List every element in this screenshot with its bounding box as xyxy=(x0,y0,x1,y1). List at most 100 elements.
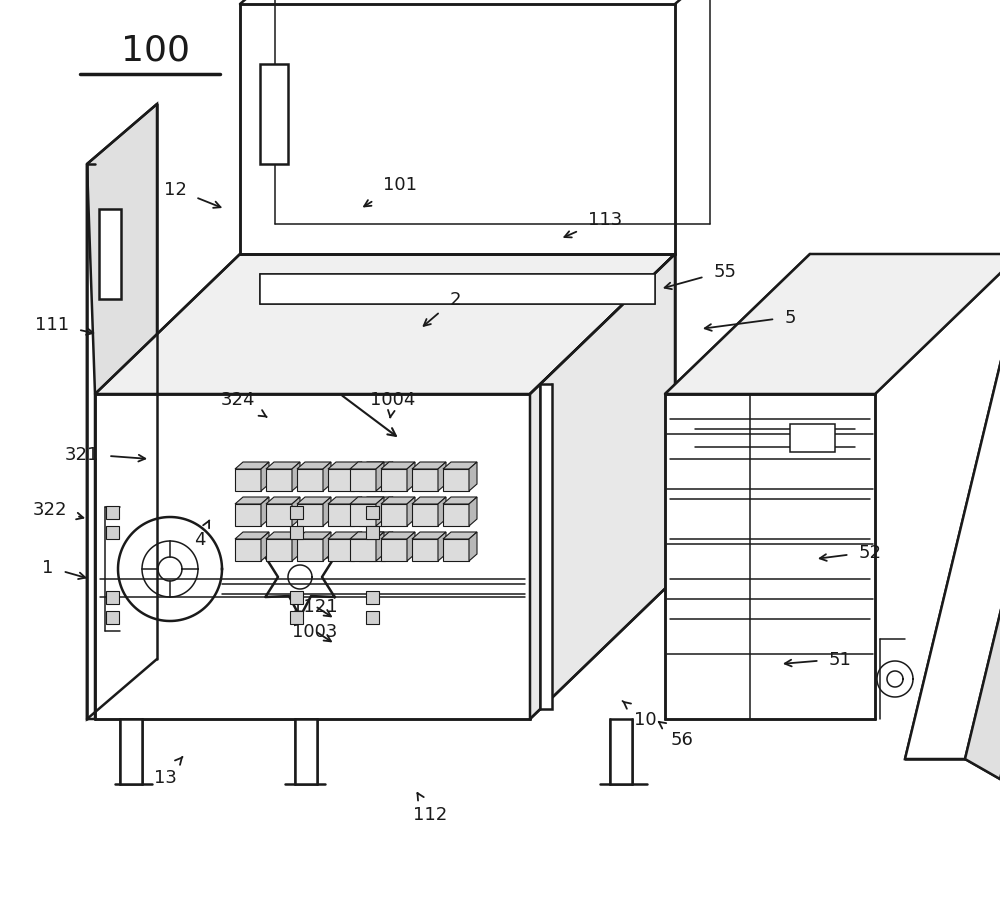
Polygon shape xyxy=(443,469,469,492)
Polygon shape xyxy=(540,384,552,709)
Text: 112: 112 xyxy=(413,793,447,824)
Polygon shape xyxy=(266,532,300,539)
Polygon shape xyxy=(412,469,438,492)
Polygon shape xyxy=(376,497,384,527)
Polygon shape xyxy=(381,532,415,539)
Polygon shape xyxy=(412,532,446,539)
Polygon shape xyxy=(359,497,393,504)
Polygon shape xyxy=(359,469,385,492)
Bar xyxy=(366,612,379,624)
Polygon shape xyxy=(412,504,438,527)
Text: 322: 322 xyxy=(33,501,83,520)
Polygon shape xyxy=(240,5,675,254)
Bar xyxy=(106,612,119,624)
Polygon shape xyxy=(235,469,261,492)
Polygon shape xyxy=(381,504,407,527)
Text: 113: 113 xyxy=(564,211,622,238)
Polygon shape xyxy=(359,504,385,527)
Polygon shape xyxy=(328,469,354,492)
Polygon shape xyxy=(965,199,1000,779)
Polygon shape xyxy=(297,469,323,492)
Text: 323: 323 xyxy=(261,467,295,489)
Text: 13: 13 xyxy=(154,757,183,787)
Polygon shape xyxy=(412,497,446,504)
Polygon shape xyxy=(95,394,530,719)
Text: 111: 111 xyxy=(35,316,93,336)
Polygon shape xyxy=(95,254,675,394)
Polygon shape xyxy=(292,532,300,561)
Text: 12: 12 xyxy=(164,180,221,208)
Polygon shape xyxy=(381,497,415,504)
Polygon shape xyxy=(350,532,384,539)
Bar xyxy=(260,65,288,165)
Text: 1004: 1004 xyxy=(370,391,416,418)
Polygon shape xyxy=(412,539,438,561)
Polygon shape xyxy=(469,497,477,527)
Polygon shape xyxy=(235,532,269,539)
Polygon shape xyxy=(261,463,269,492)
Polygon shape xyxy=(443,497,477,504)
Bar xyxy=(290,527,303,539)
Polygon shape xyxy=(438,497,446,527)
Polygon shape xyxy=(328,539,354,561)
Polygon shape xyxy=(235,463,269,469)
Bar xyxy=(106,506,119,520)
Text: 1: 1 xyxy=(42,558,85,579)
Text: 324: 324 xyxy=(221,391,267,418)
Polygon shape xyxy=(297,497,331,504)
Polygon shape xyxy=(381,463,415,469)
Bar xyxy=(290,612,303,624)
Polygon shape xyxy=(328,463,362,469)
Polygon shape xyxy=(350,497,384,504)
Polygon shape xyxy=(323,532,331,561)
Polygon shape xyxy=(297,532,331,539)
Polygon shape xyxy=(381,539,407,561)
Polygon shape xyxy=(354,497,362,527)
Polygon shape xyxy=(610,719,632,784)
Text: 56: 56 xyxy=(659,722,693,748)
Bar xyxy=(106,592,119,604)
Polygon shape xyxy=(260,275,655,305)
Polygon shape xyxy=(438,463,446,492)
Polygon shape xyxy=(295,719,317,784)
Polygon shape xyxy=(323,463,331,492)
Polygon shape xyxy=(443,539,469,561)
Text: 2: 2 xyxy=(424,290,461,327)
Polygon shape xyxy=(905,199,1000,759)
Polygon shape xyxy=(376,463,384,492)
Polygon shape xyxy=(292,463,300,492)
Text: 52: 52 xyxy=(820,543,882,561)
Polygon shape xyxy=(359,532,393,539)
Polygon shape xyxy=(266,539,292,561)
Polygon shape xyxy=(261,497,269,527)
Polygon shape xyxy=(328,504,354,527)
Text: 4: 4 xyxy=(194,520,209,548)
Polygon shape xyxy=(359,539,385,561)
Polygon shape xyxy=(376,532,384,561)
Text: 10: 10 xyxy=(622,701,656,728)
Polygon shape xyxy=(359,463,393,469)
Text: 55: 55 xyxy=(665,262,736,290)
Text: 100: 100 xyxy=(121,33,190,67)
Polygon shape xyxy=(266,463,300,469)
Text: 1121: 1121 xyxy=(292,597,338,617)
Polygon shape xyxy=(407,532,415,561)
Polygon shape xyxy=(385,463,393,492)
Polygon shape xyxy=(350,504,376,527)
Polygon shape xyxy=(443,463,477,469)
Polygon shape xyxy=(469,532,477,561)
Polygon shape xyxy=(297,504,323,527)
Polygon shape xyxy=(350,463,384,469)
Bar xyxy=(366,592,379,604)
Polygon shape xyxy=(443,532,477,539)
Polygon shape xyxy=(87,165,95,719)
Polygon shape xyxy=(266,497,300,504)
Text: 321: 321 xyxy=(65,446,145,464)
Polygon shape xyxy=(235,497,269,504)
Polygon shape xyxy=(350,539,376,561)
Polygon shape xyxy=(235,539,261,561)
Polygon shape xyxy=(266,469,292,492)
Polygon shape xyxy=(328,497,362,504)
Polygon shape xyxy=(385,497,393,527)
Text: 5: 5 xyxy=(705,308,796,331)
